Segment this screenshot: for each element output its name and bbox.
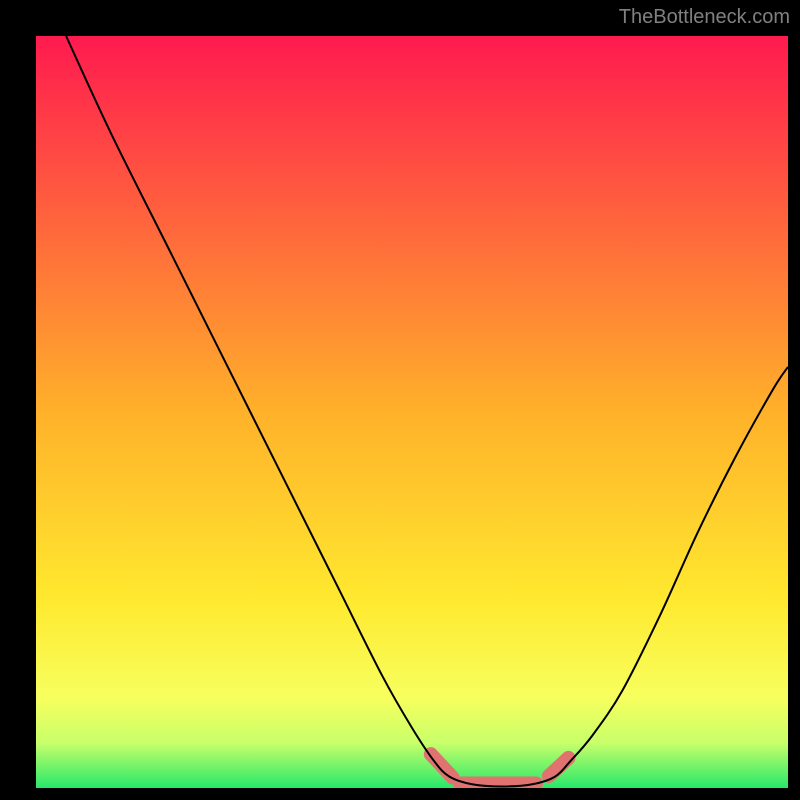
main-curve bbox=[66, 36, 788, 786]
chart-container: TheBottleneck.com bbox=[0, 0, 800, 800]
plot-area bbox=[36, 36, 788, 788]
curve-svg bbox=[36, 36, 788, 788]
highlight-segment bbox=[431, 754, 453, 777]
watermark-text: TheBottleneck.com bbox=[619, 6, 790, 29]
